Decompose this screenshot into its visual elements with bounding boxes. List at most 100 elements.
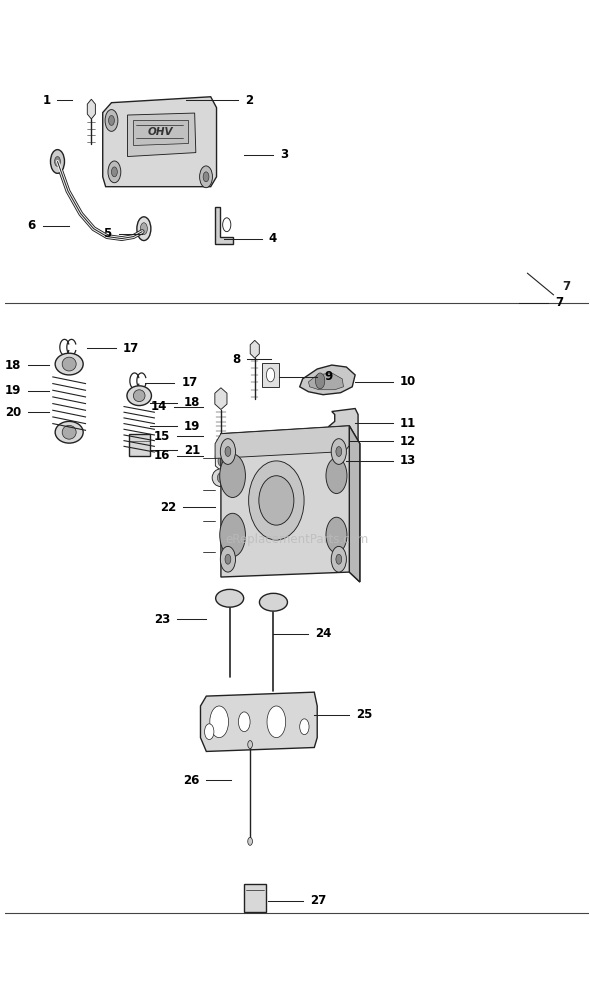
- Text: 5: 5: [103, 227, 112, 240]
- Polygon shape: [215, 387, 227, 409]
- Text: 19: 19: [184, 420, 201, 433]
- Text: 20: 20: [5, 406, 21, 419]
- Polygon shape: [215, 451, 227, 471]
- Circle shape: [220, 546, 235, 572]
- Circle shape: [326, 517, 347, 553]
- Text: 21: 21: [184, 444, 201, 457]
- Polygon shape: [127, 113, 196, 157]
- Ellipse shape: [127, 385, 152, 405]
- Circle shape: [203, 171, 209, 181]
- Text: 15: 15: [154, 430, 170, 443]
- Ellipse shape: [326, 450, 352, 466]
- Ellipse shape: [259, 476, 294, 525]
- Text: 18: 18: [184, 396, 201, 409]
- Ellipse shape: [260, 594, 287, 611]
- Circle shape: [220, 439, 235, 465]
- Circle shape: [331, 439, 346, 465]
- Ellipse shape: [133, 389, 145, 401]
- Ellipse shape: [332, 453, 345, 463]
- Circle shape: [105, 110, 118, 132]
- Circle shape: [210, 706, 228, 737]
- Circle shape: [336, 447, 342, 457]
- Polygon shape: [329, 408, 358, 446]
- Text: 18: 18: [5, 359, 21, 372]
- Polygon shape: [309, 373, 343, 389]
- Text: 7: 7: [555, 296, 563, 309]
- Ellipse shape: [212, 469, 230, 487]
- Circle shape: [267, 706, 286, 737]
- Text: eReplacementParts.com: eReplacementParts.com: [225, 533, 368, 546]
- Text: 4: 4: [269, 232, 277, 245]
- Ellipse shape: [62, 425, 76, 439]
- Circle shape: [112, 166, 117, 176]
- Text: 27: 27: [310, 894, 326, 907]
- Text: 23: 23: [154, 612, 170, 625]
- Circle shape: [331, 546, 346, 572]
- Text: 6: 6: [28, 219, 36, 232]
- Polygon shape: [215, 426, 349, 459]
- Text: 25: 25: [356, 709, 373, 721]
- Text: 7: 7: [562, 279, 571, 293]
- Polygon shape: [349, 426, 360, 582]
- Text: 14: 14: [151, 400, 167, 413]
- Circle shape: [199, 165, 212, 187]
- Polygon shape: [103, 97, 217, 186]
- Circle shape: [137, 217, 151, 241]
- Ellipse shape: [216, 590, 244, 607]
- Circle shape: [248, 837, 253, 845]
- Circle shape: [336, 554, 342, 564]
- Ellipse shape: [62, 357, 76, 371]
- Text: OHV: OHV: [148, 127, 173, 137]
- Circle shape: [219, 513, 245, 557]
- Circle shape: [54, 157, 60, 166]
- Circle shape: [238, 712, 250, 731]
- Circle shape: [222, 218, 231, 232]
- Circle shape: [140, 223, 148, 235]
- Circle shape: [51, 150, 64, 173]
- Circle shape: [109, 116, 114, 126]
- Polygon shape: [87, 99, 96, 119]
- Polygon shape: [221, 426, 360, 582]
- Polygon shape: [201, 692, 317, 751]
- Text: 8: 8: [232, 353, 240, 366]
- Circle shape: [316, 373, 325, 388]
- Circle shape: [248, 740, 253, 748]
- Bar: [244, 884, 266, 912]
- Circle shape: [300, 718, 309, 734]
- Text: 3: 3: [280, 148, 289, 162]
- Polygon shape: [163, 108, 171, 128]
- Text: 19: 19: [5, 385, 21, 397]
- Polygon shape: [250, 340, 260, 358]
- Circle shape: [108, 161, 121, 182]
- Polygon shape: [350, 420, 356, 432]
- Bar: [262, 363, 279, 386]
- Circle shape: [225, 554, 231, 564]
- Ellipse shape: [248, 461, 304, 540]
- Ellipse shape: [55, 353, 83, 375]
- Text: 1: 1: [42, 94, 51, 107]
- Ellipse shape: [55, 421, 83, 443]
- Text: 24: 24: [316, 627, 332, 640]
- Polygon shape: [300, 365, 355, 394]
- Text: 16: 16: [154, 450, 170, 463]
- Text: 2: 2: [245, 94, 254, 107]
- Circle shape: [326, 458, 347, 494]
- Circle shape: [225, 447, 231, 457]
- Circle shape: [219, 454, 245, 497]
- Polygon shape: [133, 120, 188, 145]
- Text: 12: 12: [400, 435, 417, 448]
- Circle shape: [267, 368, 274, 382]
- Text: 9: 9: [324, 371, 333, 384]
- Polygon shape: [215, 207, 232, 245]
- Text: 22: 22: [160, 500, 176, 514]
- Circle shape: [218, 456, 224, 466]
- Text: 13: 13: [400, 455, 417, 468]
- Circle shape: [205, 723, 214, 739]
- Text: 10: 10: [400, 376, 417, 388]
- Text: 17: 17: [181, 377, 198, 389]
- Text: 26: 26: [183, 774, 199, 787]
- Text: 17: 17: [123, 342, 139, 355]
- Ellipse shape: [217, 473, 224, 483]
- Bar: [129, 434, 150, 456]
- Text: 11: 11: [400, 417, 417, 430]
